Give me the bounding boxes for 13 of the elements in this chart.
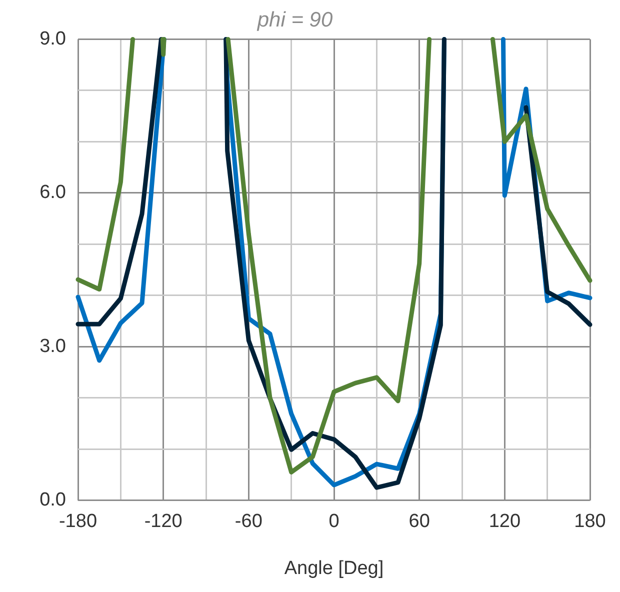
- y-tick-label: 3.0: [40, 336, 66, 357]
- x-tick-label: -60: [234, 511, 262, 532]
- x-tick-label: 0: [328, 511, 340, 532]
- y-tick-label: 0.0: [40, 490, 66, 511]
- x-tick-label: 180: [574, 511, 606, 532]
- x-tick-label: 120: [488, 511, 521, 532]
- y-tick-label: 9.0: [40, 28, 66, 50]
- chart-title: phi = 90: [256, 8, 333, 32]
- y-tick-label: 6.0: [40, 182, 66, 204]
- x-tick-label: 60: [408, 511, 430, 532]
- x-axis-title: Angle [Deg]: [284, 558, 384, 579]
- x-tick-label: -180: [58, 511, 98, 532]
- x-tick-label: -120: [144, 511, 182, 532]
